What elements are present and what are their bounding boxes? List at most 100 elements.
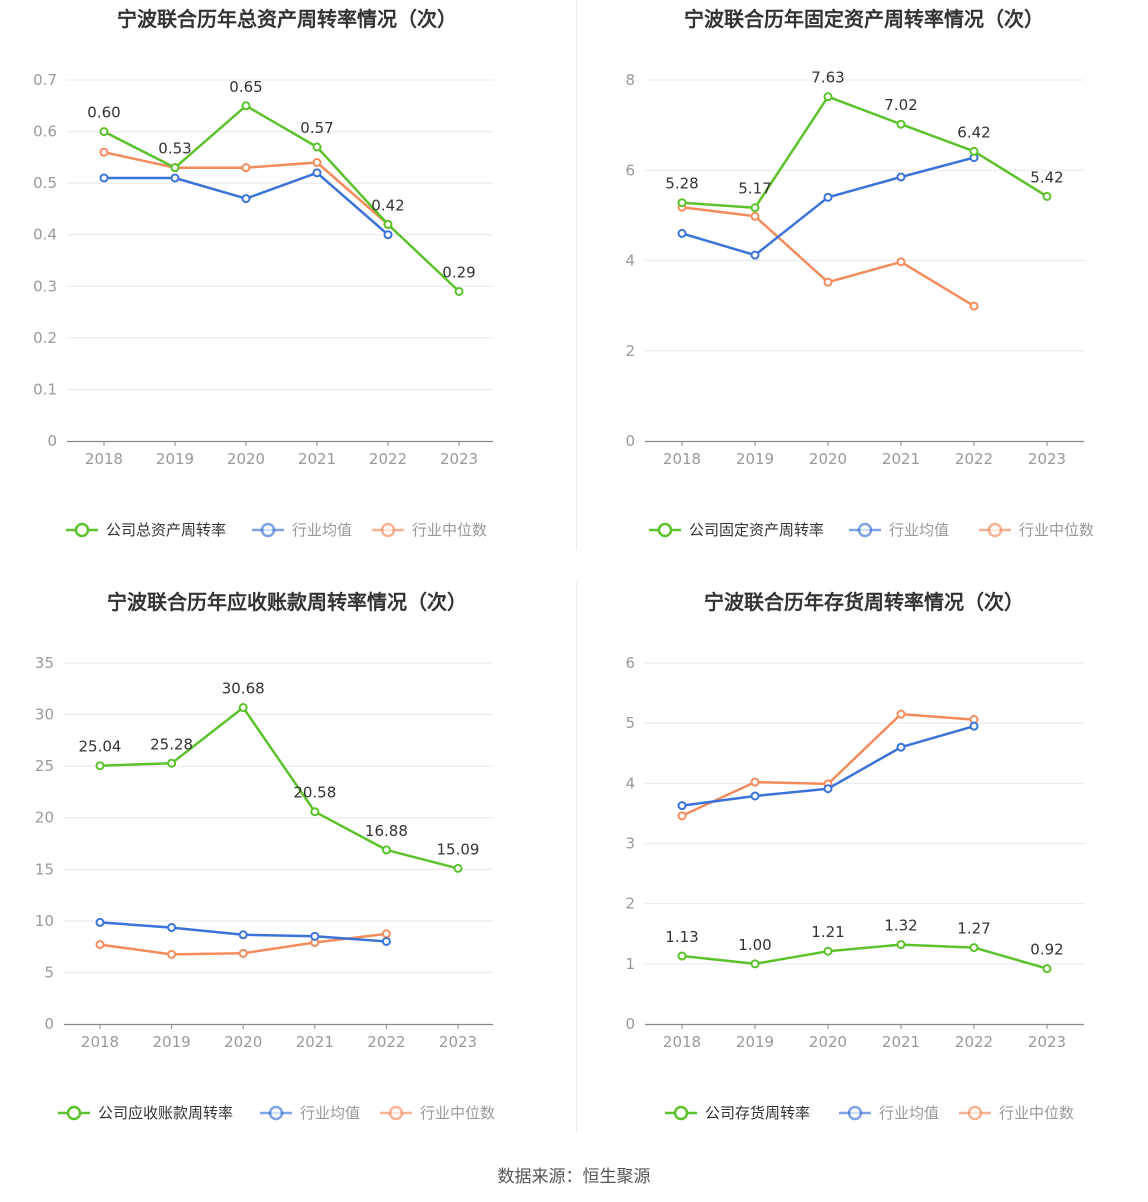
y-tick-label: 30 bbox=[35, 706, 54, 724]
chart-total-asset-turnover: 宁波联合历年总资产周转率情况（次） 0 0.1 0.2 0.3 0.4 0.5 0.6 0.7 2… bbox=[33, 7, 493, 539]
legend-item-avg: 行业均值 bbox=[849, 521, 949, 539]
x-tick-label: 2018 bbox=[663, 450, 701, 468]
legend-label: 行业均值 bbox=[889, 521, 949, 539]
chart-fixed-asset-turnover: 宁波联合历年固定资产周转率情况（次） 0 2 4 6 8 2018 2019 2020 2021 2… bbox=[625, 7, 1094, 539]
data-point-company bbox=[750, 203, 760, 213]
data-point-median bbox=[238, 948, 248, 958]
data-label: 0.60 bbox=[87, 104, 120, 122]
data-label: 1.00 bbox=[738, 936, 771, 954]
data-point-company bbox=[896, 940, 906, 950]
legend-label: 行业中位数 bbox=[420, 1104, 495, 1122]
x-tick-label: 2023 bbox=[440, 450, 478, 468]
data-point-company bbox=[170, 163, 180, 173]
legend-item-median: 行业中位数 bbox=[372, 521, 487, 539]
chart-title: 宁波联合历年存货周转率情况（次） bbox=[704, 590, 1024, 614]
x-tick-label: 2019 bbox=[156, 450, 194, 468]
x-tick-label: 2023 bbox=[439, 1033, 477, 1051]
y-tick-label: 0.6 bbox=[33, 123, 57, 141]
legend-swatch-marker bbox=[268, 1105, 284, 1121]
legend-label: 公司存货周转率 bbox=[705, 1104, 810, 1122]
series-line-median bbox=[103, 150, 389, 226]
x-tick-label: 2021 bbox=[298, 450, 336, 468]
data-point-avg bbox=[677, 801, 687, 811]
series-line-company bbox=[103, 104, 460, 293]
series-line-company bbox=[99, 706, 459, 870]
legend-swatch-marker bbox=[673, 1105, 689, 1121]
series-line-company bbox=[681, 95, 1048, 209]
data-point-company bbox=[677, 951, 687, 961]
legend-item-avg: 行业均值 bbox=[839, 1104, 939, 1122]
x-tick-label: 2022 bbox=[955, 450, 993, 468]
data-point-company bbox=[381, 845, 391, 855]
legend-swatch-marker bbox=[74, 522, 90, 538]
divider-top bbox=[576, 0, 577, 550]
data-point-company bbox=[383, 219, 393, 229]
data-label: 16.88 bbox=[365, 822, 408, 840]
legend-swatch-marker bbox=[66, 1105, 82, 1121]
divider-bottom bbox=[576, 582, 577, 1132]
data-point-avg bbox=[238, 930, 248, 940]
y-tick-label: 0 bbox=[625, 432, 635, 450]
y-tick-label: 25 bbox=[35, 757, 54, 775]
y-tick-label: 0.7 bbox=[33, 71, 57, 89]
data-point-median bbox=[99, 147, 109, 157]
data-label: 1.21 bbox=[811, 923, 844, 941]
x-tick-label: 2023 bbox=[1028, 450, 1066, 468]
data-point-avg bbox=[170, 173, 180, 183]
data-point-company bbox=[750, 959, 760, 969]
legend-item-median: 行业中位数 bbox=[380, 1104, 495, 1122]
data-point-avg bbox=[750, 250, 760, 260]
y-tick-label: 6 bbox=[625, 654, 635, 672]
data-point-company bbox=[453, 863, 463, 873]
x-tick-label: 2020 bbox=[809, 450, 847, 468]
legend-item-company: 公司固定资产周转率 bbox=[649, 521, 824, 539]
chart-panel-inventory-turnover: 宁波联合历年存货周转率情况（次） 0 1 2 3 4 5 6 2018 2019 2020 2021 2… bbox=[577, 583, 1148, 1166]
data-label: 0.57 bbox=[300, 119, 333, 137]
x-tick-label: 2022 bbox=[955, 1033, 993, 1051]
legend-swatch-marker bbox=[380, 522, 396, 538]
legend-label: 行业均值 bbox=[292, 521, 352, 539]
y-tick-label: 4 bbox=[625, 252, 635, 270]
data-label: 1.13 bbox=[665, 928, 698, 946]
y-tick-label: 35 bbox=[35, 654, 54, 672]
series-line-avg bbox=[104, 171, 389, 236]
chart-receivables-turnover: 宁波联合历年应收账款周转率情况（次） 0 5 10 15 20 25 30 35 2018 2019… bbox=[35, 590, 495, 1122]
legend-item-avg: 行业均值 bbox=[252, 521, 352, 539]
data-label: 30.68 bbox=[222, 680, 265, 698]
legend-swatch-marker bbox=[857, 522, 873, 538]
y-tick-label: 15 bbox=[35, 860, 54, 878]
data-point-company bbox=[167, 758, 177, 768]
data-point-avg bbox=[241, 194, 251, 204]
legend-item-median: 行业中位数 bbox=[979, 521, 1094, 539]
data-label: 5.28 bbox=[665, 175, 698, 193]
data-point-avg bbox=[312, 168, 322, 178]
x-tick-label: 2021 bbox=[882, 450, 920, 468]
x-tick-label: 2022 bbox=[367, 1033, 405, 1051]
data-point-median bbox=[969, 301, 979, 311]
data-point-avg bbox=[750, 791, 760, 801]
data-point-company bbox=[677, 198, 687, 208]
legend-swatch-marker bbox=[657, 522, 673, 538]
x-tick-label: 2020 bbox=[227, 450, 265, 468]
chart-title: 宁波联合历年总资产周转率情况（次） bbox=[117, 7, 457, 31]
data-point-company bbox=[99, 127, 109, 137]
data-point-avg bbox=[823, 784, 833, 794]
legend-label: 行业均值 bbox=[300, 1104, 360, 1122]
chart-panel-fixed-asset-turnover: 宁波联合历年固定资产周转率情况（次） 0 2 4 6 8 2018 2019 2020 2021 2… bbox=[577, 0, 1148, 583]
legend-label: 行业中位数 bbox=[412, 521, 487, 539]
data-point-median bbox=[95, 940, 105, 950]
data-point-median bbox=[241, 163, 251, 173]
chart-panel-total-asset-turnover: 宁波联合历年总资产周转率情况（次） 0 0.1 0.2 0.3 0.4 0.5 0.6 0.7 2… bbox=[0, 0, 574, 583]
x-tick-label: 2022 bbox=[369, 450, 407, 468]
data-point-avg bbox=[677, 228, 687, 238]
data-point-avg bbox=[99, 173, 109, 183]
y-tick-label: 0.1 bbox=[33, 380, 57, 398]
y-tick-label: 4 bbox=[625, 774, 635, 792]
data-point-median bbox=[381, 929, 391, 939]
data-point-median bbox=[677, 811, 687, 821]
legend-swatch-marker bbox=[847, 1105, 863, 1121]
x-tick-label: 2023 bbox=[1028, 1033, 1066, 1051]
data-point-company bbox=[310, 807, 320, 817]
legend-item-median: 行业中位数 bbox=[959, 1104, 1074, 1122]
data-point-avg bbox=[823, 192, 833, 202]
